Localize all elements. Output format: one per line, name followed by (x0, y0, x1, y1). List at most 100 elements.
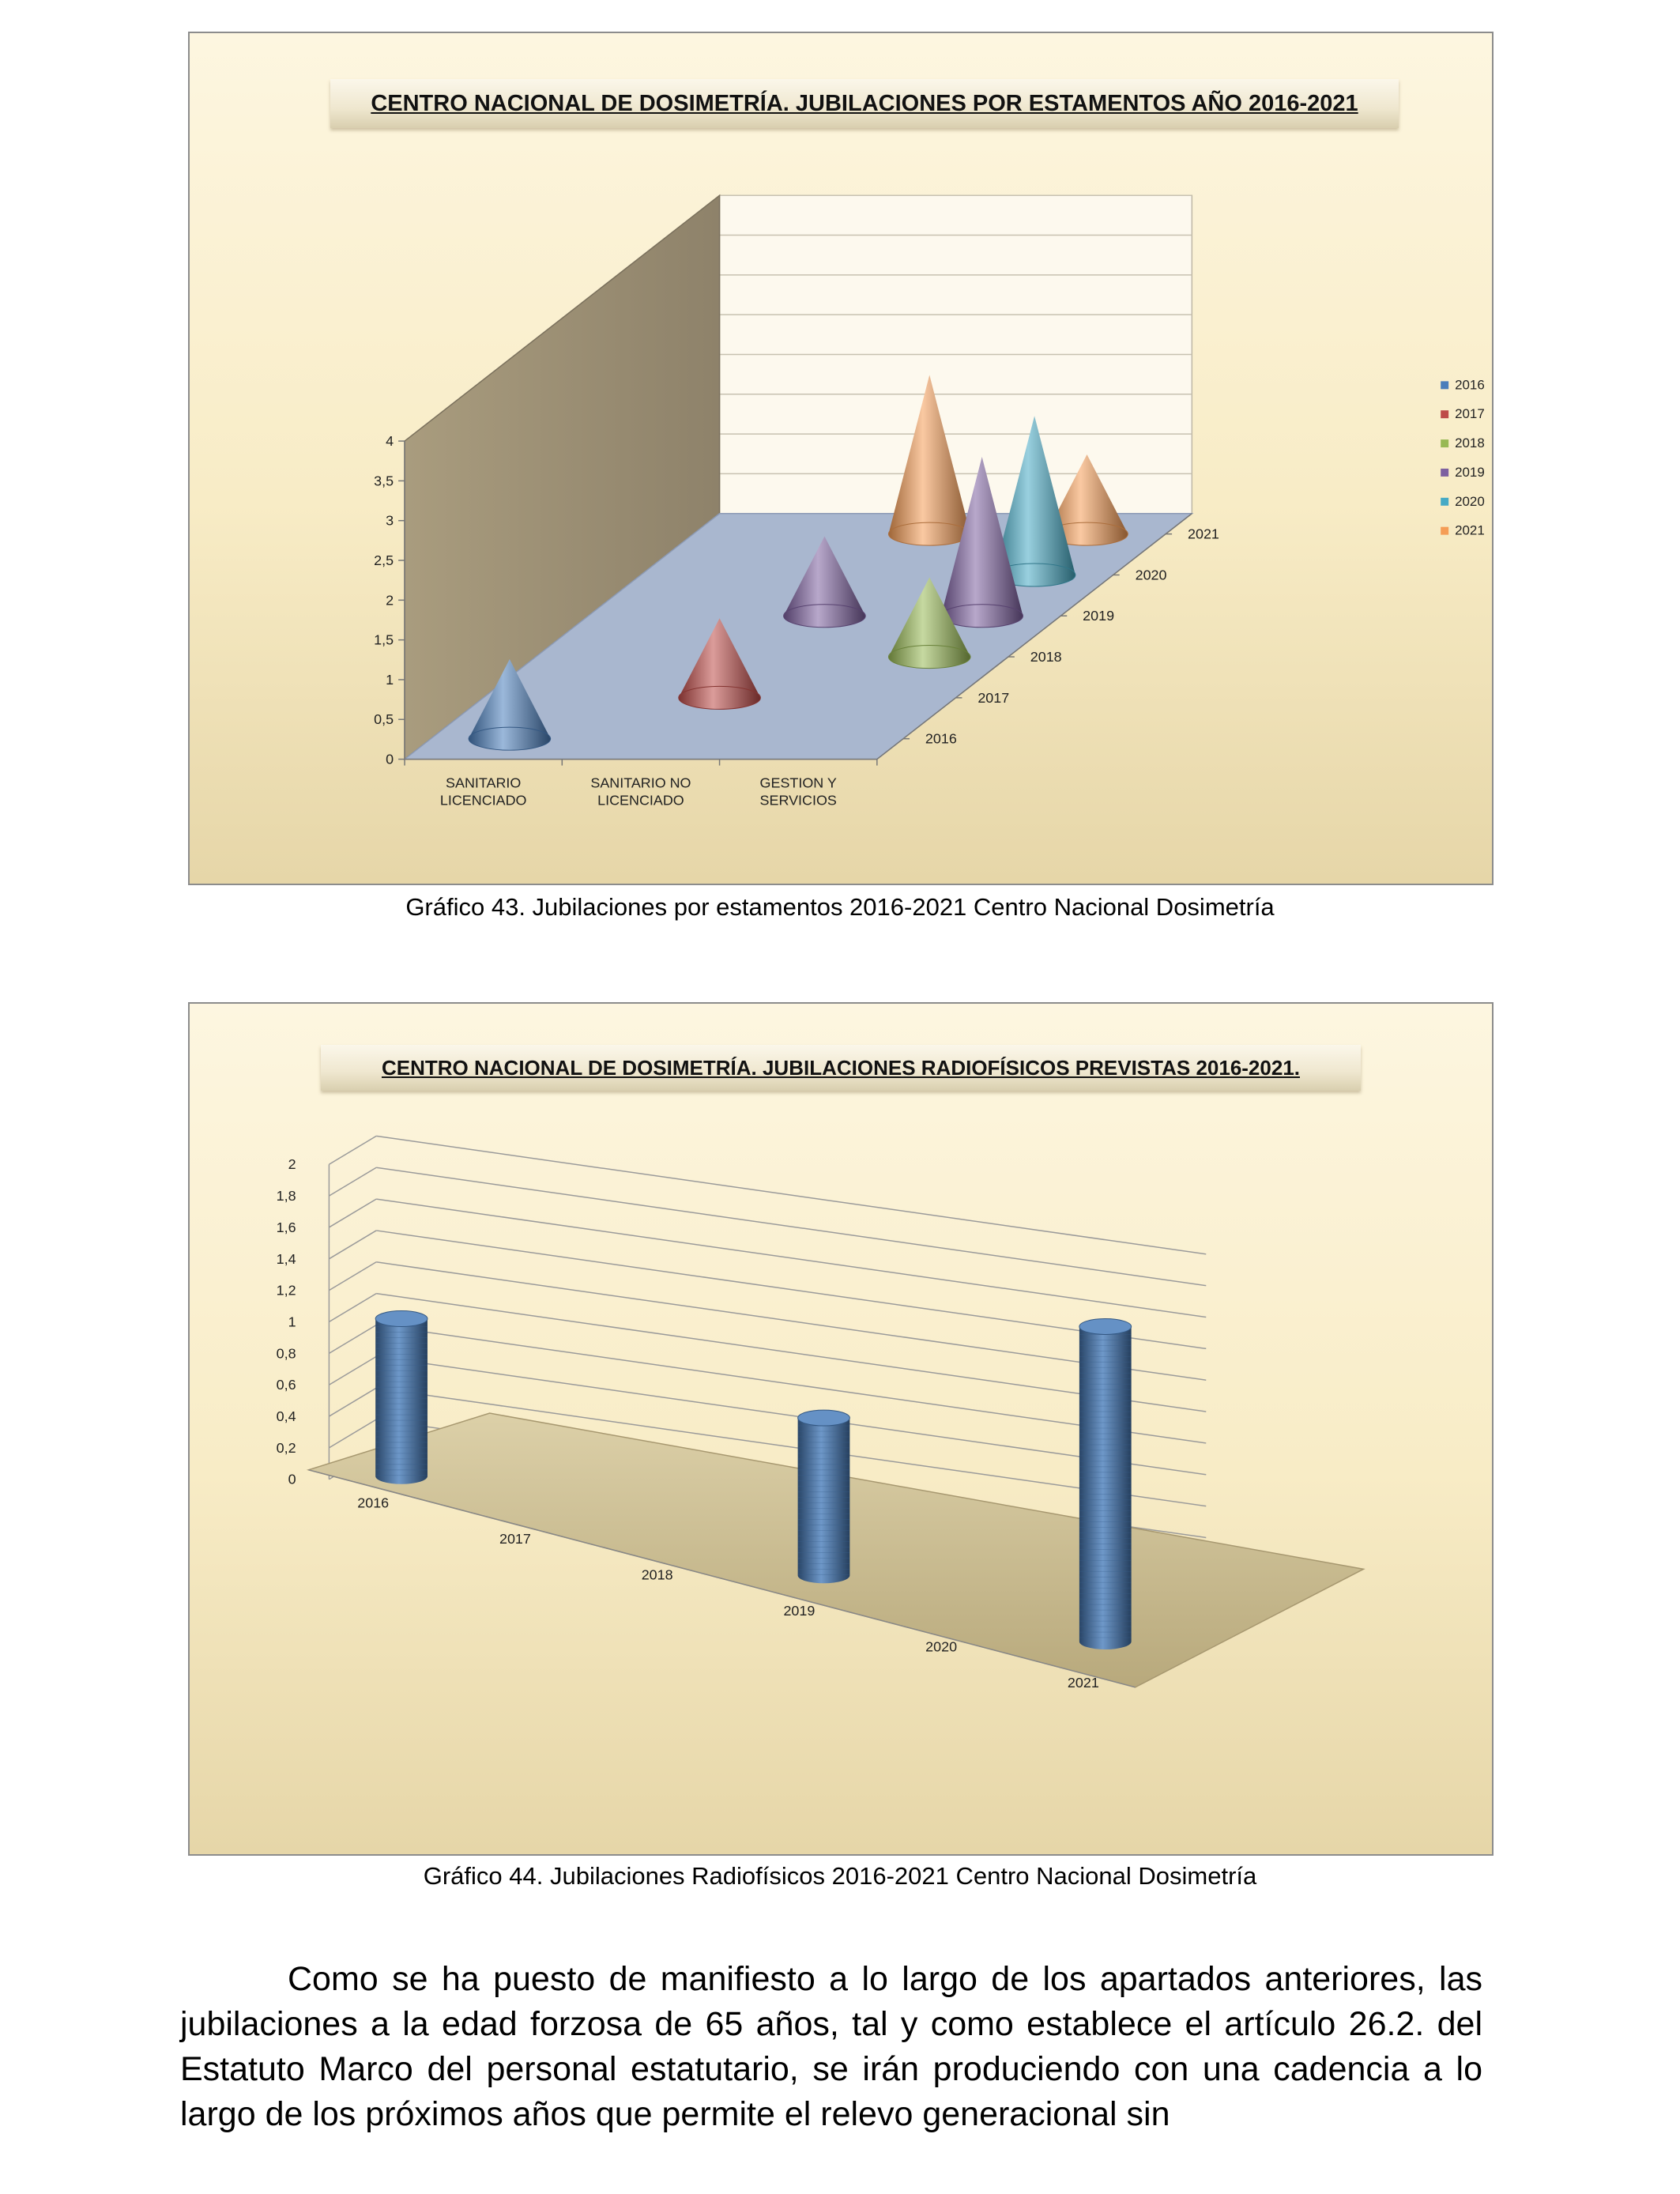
cone-body (888, 577, 971, 669)
cone-body (993, 416, 1075, 586)
legend-swatch-2017 (1441, 410, 1449, 419)
x-tick-label: 2020 (925, 1638, 957, 1654)
y-tick-label: 0,8 (277, 1345, 296, 1361)
side-gridline (329, 1135, 377, 1165)
legend-label-2021: 2021 (1455, 523, 1485, 538)
legend-swatch-2021 (1441, 526, 1449, 535)
y-tick-label: 1,5 (374, 632, 394, 648)
legend-label-2017: 2017 (1455, 406, 1485, 421)
cone-2016-0 (468, 659, 552, 751)
legend-swatch-2020 (1441, 497, 1449, 506)
legend-swatch-2016 (1441, 381, 1449, 390)
legend-swatch-2018 (1441, 439, 1449, 448)
gridline (376, 1387, 1207, 1507)
cone-base (887, 645, 971, 669)
depth-axis-line (876, 513, 1192, 760)
gridline (376, 1355, 1207, 1476)
y-tick-label: 0 (386, 752, 394, 767)
x-tick-label: 2021 (1068, 1675, 1099, 1691)
cylinder-top (797, 1409, 850, 1427)
x-axis-line (308, 1469, 1136, 1688)
cone-base (783, 604, 866, 628)
x-tick-label: 2019 (783, 1603, 815, 1619)
depth-label: 2019 (1083, 608, 1114, 624)
x-tick-label: 2018 (642, 1566, 673, 1582)
chart-title-radiofisicos: CENTRO NACIONAL DE DOSIMETRÍA. JUBILACIO… (321, 1045, 1361, 1091)
gridline (376, 1198, 1207, 1318)
side-gridline (329, 1387, 377, 1417)
gridline (376, 1167, 1207, 1287)
y-tick-label: 1,2 (277, 1283, 296, 1299)
cone-body (940, 457, 1023, 628)
cone-body (888, 375, 971, 546)
y-tick-label: 1 (386, 672, 394, 688)
y-tick-label: 0,4 (277, 1408, 296, 1424)
side-gridline (329, 1167, 377, 1197)
depth-label: 2017 (977, 690, 1009, 706)
cylinder-body (1079, 1326, 1132, 1649)
cone-body (1045, 454, 1128, 546)
chart-radiofisicos-plot: 0 0,2 0,4 0,6 0,8 1 1,2 1,4 1,6 1,8 2 2016 2017 2018 2… (277, 1135, 1365, 1691)
gridline (376, 1324, 1207, 1444)
side-gridline (329, 1292, 377, 1323)
y-tick-label: 2 (386, 592, 394, 608)
cylinder-body (375, 1318, 428, 1484)
cone-2019-1 (783, 536, 866, 628)
cone-2018-2 (887, 577, 971, 669)
y-tick-label: 4 (386, 433, 394, 449)
cone-base (468, 726, 552, 751)
legend-swatch-2019 (1441, 468, 1449, 477)
legend-label-2020: 2020 (1455, 494, 1485, 509)
y-tick-label: 2,5 (374, 552, 394, 568)
gridline (376, 1261, 1207, 1381)
side-gridline (329, 1230, 377, 1260)
legend-label-2019: 2019 (1455, 465, 1485, 480)
y-tick-label: 0,5 (374, 711, 394, 727)
cylinder-2021 (1079, 1318, 1132, 1649)
cylinder-2019 (797, 1409, 850, 1584)
gridline (376, 1292, 1207, 1412)
y-tick-label: 0 (288, 1472, 296, 1487)
depth-label: 2016 (925, 731, 957, 747)
y-tick-label: 0,6 (277, 1377, 296, 1393)
x-tick-label: 2016 (357, 1495, 389, 1511)
cylinder-top (1079, 1318, 1132, 1335)
cone-body (469, 659, 551, 751)
cylinder-body (797, 1418, 850, 1584)
side-gridline (329, 1324, 377, 1354)
legend-label-2018: 2018 (1455, 435, 1485, 450)
y-tick-label: 1,6 (277, 1220, 296, 1235)
y-tick-label: 1 (288, 1314, 296, 1329)
side-gridline (329, 1198, 377, 1228)
y-tick-label: 3,5 (374, 473, 394, 488)
depth-label: 2021 (1188, 526, 1219, 542)
category-label: GESTION Y SERVICIOS (760, 775, 837, 808)
gridline (376, 1230, 1207, 1350)
depth-label: 2020 (1136, 567, 1167, 582)
chart-radiofisicos: CENTRO NACIONAL DE DOSIMETRÍA. JUBILACIO… (188, 1002, 1494, 1856)
chart-estamentos-plot: 0 0,5 1 1,5 2 2,5 3 3,5 4 SANITARIO LICENCIADO SANI… (374, 194, 1485, 808)
cone-base (678, 685, 761, 710)
y-tick-label: 3 (386, 513, 394, 529)
cylinder-2016 (375, 1310, 428, 1484)
caption-grafico-43: Gráfico 43. Jubilaciones por estamentos … (405, 893, 1275, 921)
y-tick-label: 2 (288, 1156, 296, 1172)
cylinder-top (375, 1310, 428, 1327)
category-label: SANITARIO NO LICENCIADO (590, 775, 691, 808)
depth-label: 2018 (1030, 649, 1062, 665)
cone-body (678, 618, 761, 710)
cone-2017-1 (678, 618, 761, 710)
x-tick-label: 2017 (499, 1531, 531, 1547)
chart-title-estamentos: CENTRO NACIONAL DE DOSIMETRÍA. JUBILACIO… (330, 79, 1399, 128)
y-tick-label: 1,4 (277, 1251, 296, 1267)
legend-label-2016: 2016 (1455, 377, 1485, 392)
y-tick-label: 1,8 (277, 1188, 296, 1204)
category-label: SANITARIO LICENCIADO (440, 775, 527, 808)
body-paragraph: Como se ha puesto de manifiesto a lo lar… (180, 1960, 1482, 2133)
y-tick-label: 0,2 (277, 1440, 296, 1456)
chart-estamentos: CENTRO NACIONAL DE DOSIMETRÍA. JUBILACIO… (188, 32, 1494, 885)
cone-body (783, 536, 866, 628)
caption-grafico-44: Gráfico 44. Jubilaciones Radiofísicos 20… (423, 1862, 1257, 1890)
gridline (376, 1135, 1207, 1255)
side-gridline (329, 1355, 377, 1385)
